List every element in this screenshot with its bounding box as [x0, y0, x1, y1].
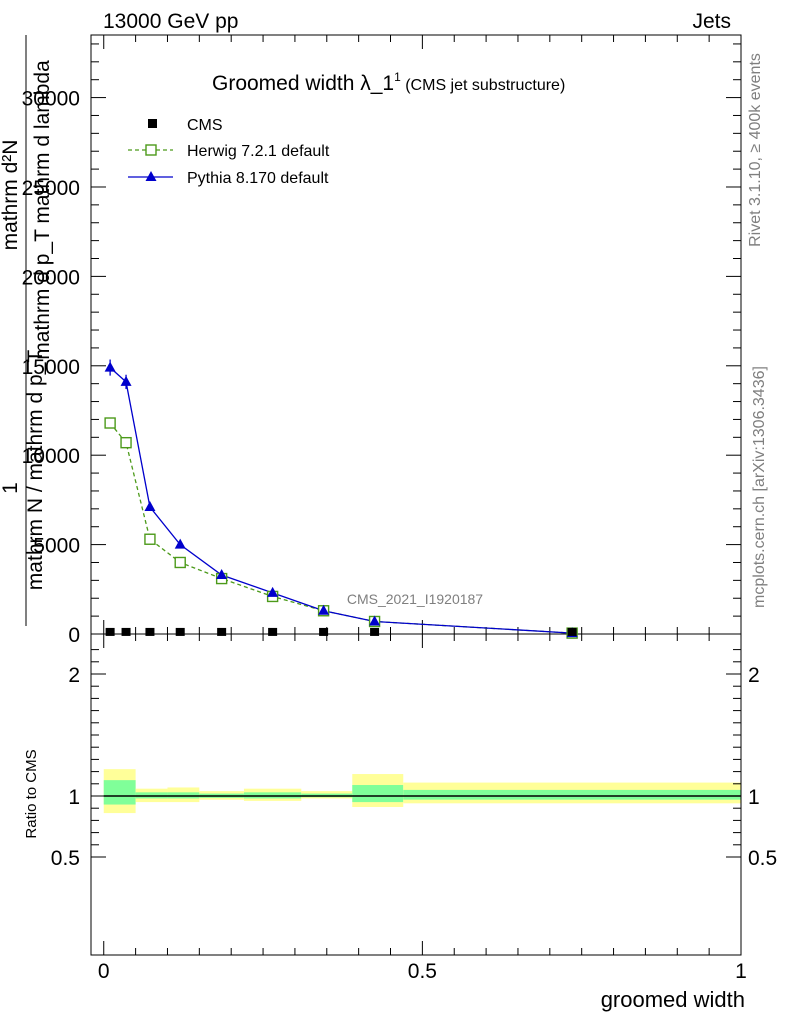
cms-point: [319, 627, 329, 636]
herwig-line: [109, 422, 573, 634]
y-axis-label-one: 1: [0, 482, 22, 494]
y-axis-label-lower: mathrm N / mathrm d p_T: [24, 350, 47, 591]
y-tick-label: 5000: [33, 535, 80, 558]
pythia-point: [144, 501, 156, 512]
y-tick-label: 25000: [22, 177, 80, 200]
rivet-version-label: Rivet 3.1.10, ≥ 400k events: [747, 53, 764, 247]
y-axis-label-numerator: mathrm d²N: [0, 140, 22, 251]
legend-marker-herwig: [145, 144, 157, 156]
y-tick-label: 0: [68, 624, 80, 647]
y-axis-label: mathrm d²N mathrm d p_T mathrm d lambda 1 m…: [0, 35, 54, 626]
pythia-point: [120, 375, 132, 386]
herwig-point: [174, 556, 186, 569]
x-tick-label: 0.5: [408, 960, 437, 983]
header-jets-label: Jets: [692, 10, 731, 33]
cms-point: [175, 627, 185, 636]
pythia-point: [174, 538, 186, 549]
ratio-tick-label-right: 2: [748, 664, 760, 687]
cms-point: [268, 627, 278, 636]
x-tick-label: 0: [98, 960, 110, 983]
cms-point: [121, 627, 131, 636]
ratio-plot-frame: [90, 633, 742, 956]
legend: CMS Herwig 7.2.1 default Pythia 8.170 defa…: [128, 117, 330, 187]
pythia-point: [104, 361, 116, 372]
ratio-y-ticks: [91, 649, 741, 858]
ratio-band-green: [352, 785, 404, 803]
y-tick-label: 20000: [22, 266, 80, 289]
ratio-tick-label-right: 1: [748, 786, 760, 809]
pythia-point: [216, 568, 228, 579]
cms-point: [217, 627, 227, 636]
ratio-tick-label-left: 1: [68, 786, 80, 809]
chart-title-subtitle: (CMS jet substructure): [401, 77, 565, 94]
chart-title-main: Groomed width: [212, 72, 360, 95]
pythia-point: [369, 615, 381, 626]
herwig-point: [120, 436, 132, 449]
cms-point: [105, 627, 115, 636]
pythia-line: [109, 367, 573, 634]
cms-point: [567, 627, 577, 636]
chart-title-superscript: 1: [394, 70, 401, 84]
chart-title: Groomed width λ_11 (CMS jet substructure…: [212, 70, 565, 95]
pythia-point: [267, 586, 279, 597]
y-tick-label: 30000: [22, 88, 80, 111]
cms-point: [145, 627, 155, 636]
mcplots-reference-label: mcplots.cern.ch [arXiv:1306.3436]: [751, 366, 768, 608]
y-axis-label-denominator: mathrm d p_T mathrm d lambda: [31, 60, 54, 360]
x-tick-label: 1: [735, 960, 747, 983]
cms-point: [370, 627, 380, 636]
ratio-tick-label-left: 0.5: [51, 847, 80, 870]
ratio-tick-label-left: 2: [68, 664, 80, 687]
legend-label-cms: CMS: [187, 117, 223, 134]
herwig-point: [144, 533, 156, 545]
ratio-bands: [103, 769, 741, 814]
legend-marker-pythia: [145, 171, 157, 181]
y-ticks: [91, 43, 741, 635]
legend-label-pythia: Pythia 8.170 default: [187, 170, 329, 187]
legend-marker-cms: [148, 119, 157, 128]
chart-title-symbol: λ_1: [360, 72, 394, 95]
legend-label-herwig: Herwig 7.2.1 default: [187, 143, 330, 160]
ratio-band-green: [403, 789, 741, 800]
ratio-y-axis-label: Ratio to CMS: [23, 749, 40, 838]
ratio-tick-label-right: 0.5: [748, 847, 777, 870]
x-axis-label: groomed width: [601, 987, 745, 1012]
herwig-point: [104, 417, 116, 429]
header-beam-label: 13000 GeV pp: [103, 10, 238, 33]
y-tick-label: 15000: [22, 356, 80, 379]
analysis-watermark: CMS_2021_I1920187: [347, 591, 483, 607]
y-tick-label: 10000: [22, 445, 80, 468]
ratio-band-green: [103, 780, 136, 805]
pythia-point: [318, 604, 330, 615]
